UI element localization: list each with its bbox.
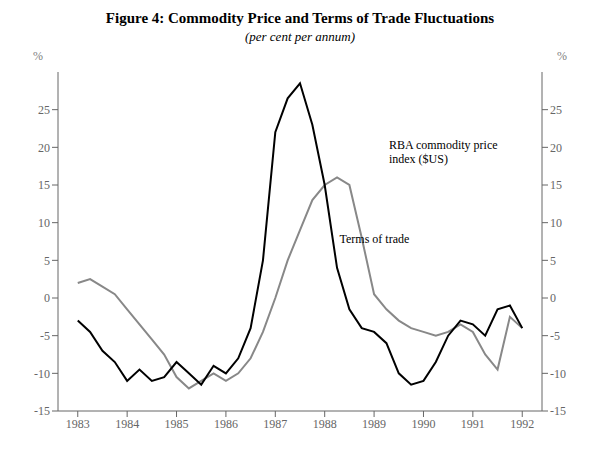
svg-text:-15: -15 [34, 404, 50, 418]
svg-text:15: 15 [550, 178, 562, 192]
svg-text:RBA commodity priceindex ($US): RBA commodity priceindex ($US) [389, 138, 498, 166]
svg-text:-10: -10 [550, 367, 566, 381]
svg-text:%: % [33, 49, 43, 63]
svg-text:25: 25 [550, 103, 562, 117]
html-text:(per cent per annum): (per cent per annum) [244, 29, 355, 44]
svg-text:-5: -5 [550, 329, 560, 343]
svg-text:1984: 1984 [115, 417, 139, 431]
svg-text:25: 25 [38, 103, 50, 117]
svg-text:10: 10 [550, 216, 562, 230]
svg-text:Terms of trade: Terms of trade [340, 232, 410, 246]
svg-text:1986: 1986 [214, 417, 238, 431]
svg-text:20: 20 [550, 141, 562, 155]
svg-text:%: % [557, 49, 567, 63]
svg-text:5: 5 [550, 254, 556, 268]
svg-text:1990: 1990 [411, 417, 435, 431]
svg-text:20: 20 [38, 141, 50, 155]
svg-text:1992: 1992 [510, 417, 534, 431]
svg-text:1991: 1991 [461, 417, 485, 431]
svg-text:-5: -5 [40, 329, 50, 343]
svg-text:1987: 1987 [263, 417, 287, 431]
html-text:Figure 4: Commodity Price and: Figure 4: Commodity Price and Terms of T… [105, 10, 495, 26]
svg-text:1988: 1988 [313, 417, 337, 431]
svg-text:5: 5 [44, 254, 50, 268]
svg-text:1983: 1983 [66, 417, 90, 431]
svg-text:1989: 1989 [362, 417, 386, 431]
svg-text:0: 0 [550, 291, 556, 305]
svg-text:-10: -10 [34, 367, 50, 381]
svg-text:1985: 1985 [165, 417, 189, 431]
svg-text:10: 10 [38, 216, 50, 230]
svg-text:-15: -15 [550, 404, 566, 418]
svg-text:0: 0 [44, 291, 50, 305]
svg-text:15: 15 [38, 178, 50, 192]
